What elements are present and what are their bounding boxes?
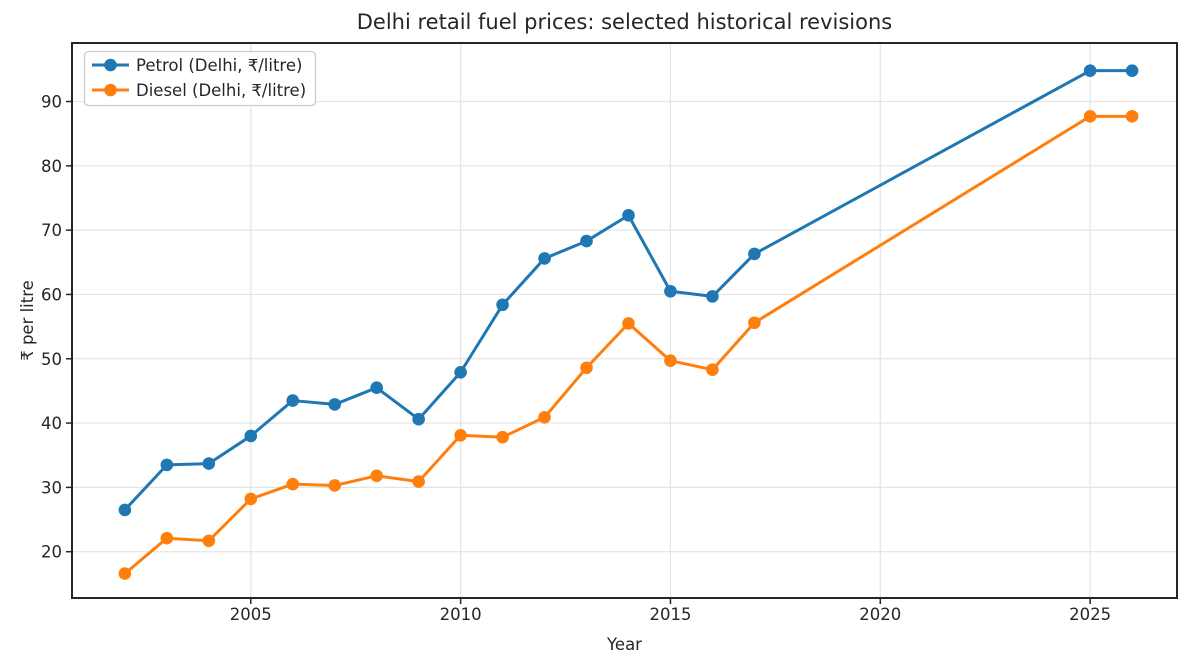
y-tick-label: 80	[41, 157, 62, 176]
legend-marker	[104, 58, 117, 72]
diesel-marker	[328, 479, 342, 492]
petrol-marker	[118, 503, 132, 517]
diesel-marker	[1083, 110, 1097, 123]
legend-label: Petrol (Delhi, ₹/litre)	[136, 56, 302, 75]
data-series	[118, 64, 1139, 580]
diesel-marker	[454, 428, 467, 442]
diesel-marker	[370, 469, 383, 483]
petrol-marker	[580, 234, 593, 248]
gridlines	[72, 43, 1177, 598]
diesel-marker	[706, 363, 719, 376]
x-tick-label: 2015	[649, 605, 691, 624]
petrol-marker	[412, 412, 425, 426]
legend-marker	[104, 83, 117, 97]
petrol-marker	[370, 381, 383, 395]
diesel-marker	[664, 354, 677, 367]
y-tick-label: 50	[41, 350, 62, 369]
petrol-marker	[328, 398, 342, 411]
petrol-marker	[538, 252, 551, 265]
petrol-marker	[706, 290, 719, 303]
x-axis-label: Year	[606, 635, 642, 654]
diesel-marker	[160, 531, 174, 545]
legend: Petrol (Delhi, ₹/litre) Diesel (Delhi, ₹/…	[83, 50, 317, 107]
diesel-marker	[496, 430, 509, 444]
diesel-marker	[748, 316, 761, 330]
diesel-marker	[118, 567, 132, 580]
x-tick-label: 2025	[1069, 605, 1111, 624]
y-tick-label: 90	[41, 93, 62, 112]
plot-border	[71, 42, 1178, 599]
y-tick-label: 70	[41, 221, 62, 240]
petrol-marker	[160, 458, 174, 472]
diesel-marker	[412, 475, 425, 488]
diesel-marker	[244, 492, 258, 506]
petrol-marker	[748, 247, 761, 261]
diesel-marker	[202, 534, 216, 548]
petrol-marker	[286, 394, 300, 407]
diesel-marker	[286, 477, 300, 491]
diesel-marker	[538, 410, 551, 424]
y-axis-label: ₹ per litre	[18, 280, 37, 361]
diesel-marker	[622, 317, 635, 330]
diesel-marker	[1125, 110, 1139, 123]
petrol-marker	[1083, 64, 1097, 77]
y-tick-label: 60	[41, 285, 62, 304]
x-tick-label: 2005	[230, 605, 272, 624]
petrol-marker	[622, 209, 635, 222]
y-tick-label: 40	[41, 414, 62, 433]
petrol-marker	[202, 457, 216, 470]
y-tick-label: 30	[41, 478, 62, 497]
petrol-marker	[244, 429, 258, 443]
x-tick-label: 2020	[859, 605, 901, 624]
legend-label: Diesel (Delhi, ₹/litre)	[136, 81, 306, 100]
chart-title: Delhi retail fuel prices: selected histo…	[357, 10, 892, 34]
petrol-marker	[496, 298, 509, 312]
petrol-line	[123, 69, 1134, 512]
petrol-marker	[1125, 64, 1139, 77]
diesel-line	[123, 114, 1134, 576]
petrol-marker	[664, 284, 677, 298]
y-tick-label: 20	[41, 543, 62, 562]
legend-frame	[83, 50, 317, 107]
petrol-marker	[454, 365, 467, 379]
diesel-marker	[580, 361, 593, 375]
x-tick-label: 2010	[440, 605, 482, 624]
